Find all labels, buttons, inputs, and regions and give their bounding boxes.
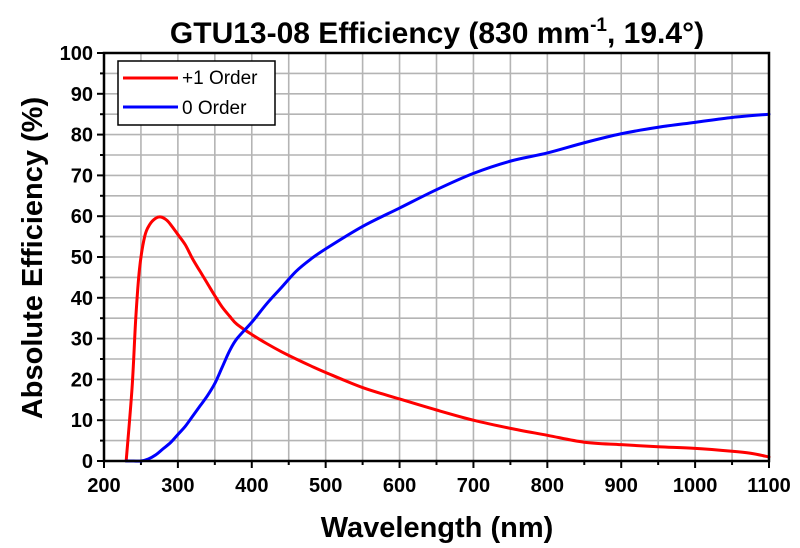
series-layer xyxy=(124,112,771,463)
y-tick-label: 10 xyxy=(71,410,93,432)
x-tick-label: 600 xyxy=(383,475,416,497)
series-line-zero-order xyxy=(124,112,771,463)
legend-box xyxy=(117,60,276,126)
y-axis-title: Absolute Efficiency (%) xyxy=(17,97,49,419)
plot-frame xyxy=(102,51,771,463)
y-tick-label: 20 xyxy=(71,369,93,391)
y-tick-label: 40 xyxy=(71,288,93,310)
chart-title-superscript: -1 xyxy=(590,15,607,36)
x-tick-label: 400 xyxy=(235,475,268,497)
chart-title: GTU13-08 Efficiency (830 mm-1, 19.4°) xyxy=(170,15,704,50)
x-axis-title: Wavelength (nm) xyxy=(321,512,554,544)
x-tick-label: 700 xyxy=(457,475,490,497)
x-tick-label: 200 xyxy=(87,475,120,497)
legend: +1 Order 0 Order xyxy=(117,60,276,126)
y-tick-label: 30 xyxy=(71,329,93,351)
y-tick-label: 90 xyxy=(71,84,93,106)
x-tick-label: 1100 xyxy=(747,475,790,497)
y-tick-label: 70 xyxy=(71,165,93,187)
series-line-plus1-order xyxy=(124,215,771,463)
legend-label-plus1: +1 Order xyxy=(182,68,258,89)
x-tick-label: 300 xyxy=(161,475,194,497)
y-tick-label: 80 xyxy=(71,125,93,147)
y-tick-label: 50 xyxy=(71,247,93,269)
tick-labels: 200 300 400 500 600 700 800 900 1000 1100 0 10 20 30 4… xyxy=(60,43,791,497)
y-tick-label: 0 xyxy=(82,451,93,473)
y-tick-label: 60 xyxy=(71,206,93,228)
x-tick-label: 500 xyxy=(309,475,342,497)
x-tick-label: 900 xyxy=(605,475,638,497)
grid xyxy=(104,53,769,461)
y-tick-label: 100 xyxy=(60,43,93,65)
axis-ticks xyxy=(97,52,770,468)
chart-title-tail: , 19.4°) xyxy=(607,17,704,50)
x-tick-label: 1000 xyxy=(673,475,718,497)
chart-title-main: GTU13-08 Efficiency (830 mm xyxy=(170,17,590,50)
legend-label-zero: 0 Order xyxy=(182,98,247,119)
x-tick-label: 800 xyxy=(531,475,564,497)
